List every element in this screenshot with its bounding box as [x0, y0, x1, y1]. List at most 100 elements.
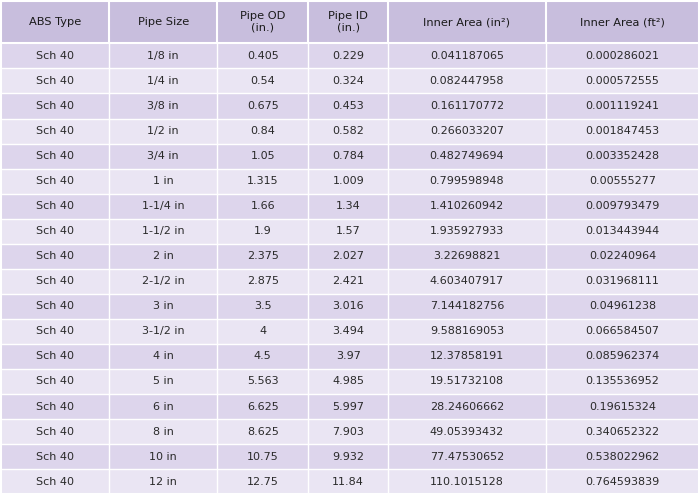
Text: 110.1015128: 110.1015128 [430, 477, 504, 487]
Text: 1.66: 1.66 [251, 201, 275, 211]
Text: 1/8 in: 1/8 in [148, 51, 179, 61]
Text: 8 in: 8 in [153, 427, 174, 437]
Text: ABS Type: ABS Type [29, 17, 81, 27]
Bar [1, 1, 699, 44]
Text: 4 in: 4 in [153, 351, 174, 361]
Text: 1.57: 1.57 [336, 226, 360, 236]
Text: 10 in: 10 in [149, 451, 177, 462]
Text: 0.001847453: 0.001847453 [585, 126, 659, 136]
Bar [1, 169, 699, 194]
Text: 12.37858191: 12.37858191 [430, 351, 504, 361]
Text: 0.675: 0.675 [247, 101, 279, 111]
Text: 0.453: 0.453 [332, 101, 364, 111]
Text: 11.84: 11.84 [332, 477, 364, 487]
Text: Sch 40: Sch 40 [36, 51, 74, 61]
Text: 0.764593839: 0.764593839 [585, 477, 659, 487]
Text: 3.016: 3.016 [332, 301, 364, 311]
Text: 9.588169053: 9.588169053 [430, 326, 504, 337]
Text: 0.02240964: 0.02240964 [589, 251, 656, 261]
Text: Sch 40: Sch 40 [36, 276, 74, 286]
Bar [1, 244, 699, 269]
Text: Sch 40: Sch 40 [36, 401, 74, 411]
Text: 1.935927933: 1.935927933 [430, 226, 504, 236]
Text: Pipe ID
(in.): Pipe ID (in.) [328, 11, 368, 33]
Text: 3.5: 3.5 [254, 301, 272, 311]
Text: 0.082447958: 0.082447958 [430, 76, 504, 86]
Text: 3.494: 3.494 [332, 326, 364, 337]
Text: 6.625: 6.625 [247, 401, 279, 411]
Text: 1.34: 1.34 [336, 201, 360, 211]
Text: Sch 40: Sch 40 [36, 477, 74, 487]
Text: 4: 4 [259, 326, 266, 337]
Text: 2.375: 2.375 [247, 251, 279, 261]
Text: 0.784: 0.784 [332, 151, 364, 161]
Text: 4.985: 4.985 [332, 377, 364, 387]
Bar [1, 68, 699, 94]
Text: 9.932: 9.932 [332, 451, 364, 462]
Text: Pipe OD
(in.): Pipe OD (in.) [240, 11, 286, 33]
Text: 3-1/2 in: 3-1/2 in [142, 326, 185, 337]
Text: 1.410260942: 1.410260942 [430, 201, 504, 211]
Text: 1-1/2 in: 1-1/2 in [142, 226, 185, 236]
Bar [1, 269, 699, 294]
Text: 10.75: 10.75 [247, 451, 279, 462]
Text: 3 in: 3 in [153, 301, 174, 311]
Text: 8.625: 8.625 [247, 427, 279, 437]
Text: 1/4 in: 1/4 in [148, 76, 179, 86]
Text: 0.04961238: 0.04961238 [589, 301, 656, 311]
Text: 1/2 in: 1/2 in [148, 126, 179, 136]
Text: 1 in: 1 in [153, 176, 174, 186]
Bar [1, 419, 699, 444]
Text: 0.066584507: 0.066584507 [585, 326, 659, 337]
Text: 0.161170772: 0.161170772 [430, 101, 504, 111]
Text: 1.009: 1.009 [332, 176, 364, 186]
Text: 0.000286021: 0.000286021 [585, 51, 659, 61]
Text: 0.135536952: 0.135536952 [585, 377, 659, 387]
Text: 2-1/2 in: 2-1/2 in [142, 276, 185, 286]
Text: Pipe Size: Pipe Size [138, 17, 189, 27]
Text: 0.229: 0.229 [332, 51, 364, 61]
Text: Sch 40: Sch 40 [36, 151, 74, 161]
Text: 0.00555277: 0.00555277 [589, 176, 656, 186]
Text: Inner Area (ft²): Inner Area (ft²) [580, 17, 665, 27]
Text: 77.47530652: 77.47530652 [430, 451, 504, 462]
Text: 2.875: 2.875 [246, 276, 279, 286]
Text: Sch 40: Sch 40 [36, 326, 74, 337]
Text: 0.266033207: 0.266033207 [430, 126, 504, 136]
Bar [1, 369, 699, 394]
Text: 5.997: 5.997 [332, 401, 364, 411]
Text: 1.9: 1.9 [254, 226, 272, 236]
Text: 0.031968111: 0.031968111 [585, 276, 659, 286]
Text: 1.315: 1.315 [247, 176, 279, 186]
Text: 7.144182756: 7.144182756 [430, 301, 504, 311]
Bar [1, 394, 699, 419]
Text: 0.84: 0.84 [251, 126, 275, 136]
Text: Sch 40: Sch 40 [36, 427, 74, 437]
Text: 12 in: 12 in [149, 477, 177, 487]
Text: Sch 40: Sch 40 [36, 101, 74, 111]
Text: 3.22698821: 3.22698821 [433, 251, 500, 261]
Bar [1, 344, 699, 369]
Text: 3/8 in: 3/8 in [148, 101, 179, 111]
Text: 0.085962374: 0.085962374 [585, 351, 659, 361]
Text: 19.51732108: 19.51732108 [430, 377, 504, 387]
Text: Inner Area (in²): Inner Area (in²) [424, 17, 510, 27]
Text: 0.340652322: 0.340652322 [585, 427, 659, 437]
Text: Sch 40: Sch 40 [36, 301, 74, 311]
Text: Sch 40: Sch 40 [36, 377, 74, 387]
Text: 4.5: 4.5 [254, 351, 272, 361]
Text: 28.24606662: 28.24606662 [430, 401, 504, 411]
Bar [1, 118, 699, 144]
Text: Sch 40: Sch 40 [36, 226, 74, 236]
Text: 0.003352428: 0.003352428 [585, 151, 659, 161]
Text: 1.05: 1.05 [251, 151, 275, 161]
Bar [1, 444, 699, 469]
Text: 2.027: 2.027 [332, 251, 364, 261]
Text: 0.582: 0.582 [332, 126, 364, 136]
Text: 0.54: 0.54 [251, 76, 275, 86]
Text: Sch 40: Sch 40 [36, 201, 74, 211]
Bar [1, 219, 699, 244]
Text: 0.324: 0.324 [332, 76, 364, 86]
Text: 0.19615324: 0.19615324 [589, 401, 656, 411]
Text: 12.75: 12.75 [247, 477, 279, 487]
